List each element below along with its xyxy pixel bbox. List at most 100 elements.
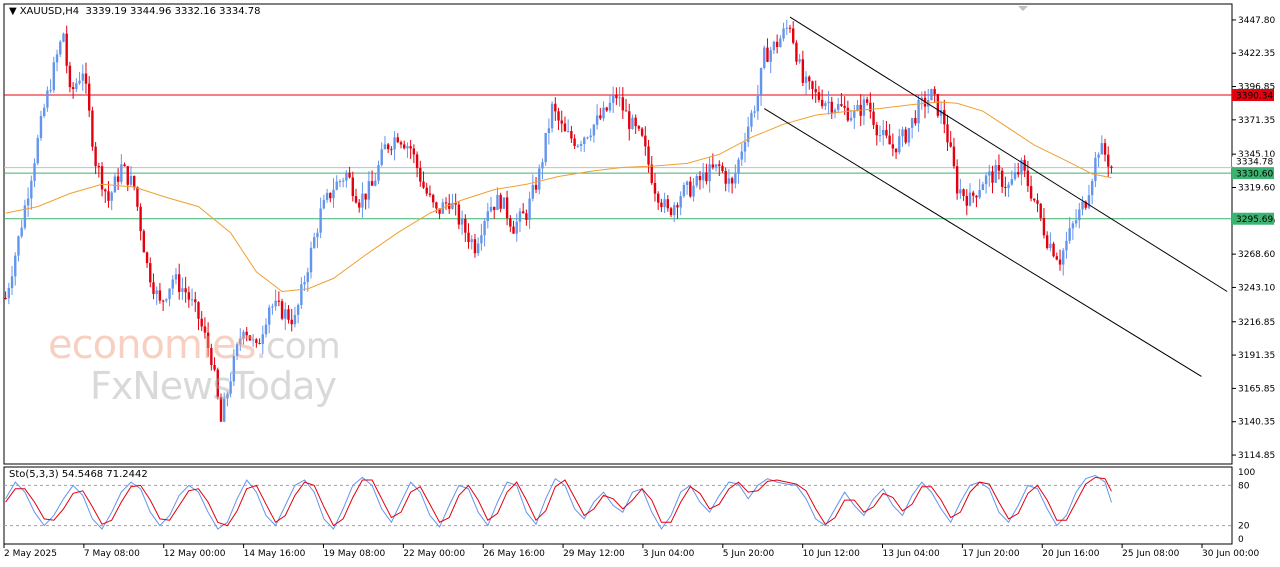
- candle-body: [438, 208, 441, 214]
- candle-body: [268, 307, 271, 325]
- stoch-level-label: 20: [1238, 522, 1250, 532]
- channel-upper-line[interactable]: [789, 16, 1228, 292]
- candle-body: [126, 166, 129, 185]
- candle-body: [772, 41, 776, 51]
- candle-body: [579, 144, 583, 146]
- candle-body: [833, 109, 837, 113]
- candle-body: [573, 138, 576, 147]
- candle-body: [290, 319, 293, 325]
- candle-body: [248, 335, 252, 341]
- price-tick-label: 3268.60: [1238, 250, 1275, 260]
- candle-body: [216, 369, 219, 398]
- candle-body: [910, 118, 914, 128]
- candle-body: [1045, 235, 1049, 249]
- candle-body: [496, 194, 499, 210]
- triangle-down-icon[interactable]: ▼: [9, 6, 17, 17]
- candle-body: [592, 124, 596, 136]
- candle-body: [1094, 157, 1097, 182]
- candle-body: [808, 76, 811, 82]
- candle-body: [1039, 203, 1042, 218]
- candle-body: [457, 204, 461, 225]
- candle-body: [203, 326, 207, 333]
- candle-body: [746, 126, 750, 143]
- candle-body: [499, 194, 502, 209]
- candle-body: [730, 178, 734, 184]
- time-tick-label: 26 May 16:00: [483, 549, 545, 559]
- price-tick-label: 3243.10: [1238, 283, 1275, 293]
- candle-body: [621, 97, 625, 111]
- price-tick-label: 3371.35: [1238, 116, 1275, 126]
- candle-body: [763, 47, 766, 68]
- candle-body: [862, 99, 866, 116]
- candle-body: [570, 131, 573, 139]
- candle-body: [1007, 184, 1010, 189]
- candle-body: [149, 263, 152, 283]
- candle-body: [425, 187, 428, 194]
- stoch-level-label: 100: [1238, 468, 1255, 478]
- candle-body: [1020, 159, 1023, 175]
- candle-body: [383, 144, 387, 150]
- candle-body: [325, 192, 329, 200]
- candle-body: [830, 101, 833, 113]
- candle-body: [984, 175, 988, 185]
- candle-body: [26, 198, 30, 206]
- candle-body: [972, 192, 975, 196]
- candle-body: [788, 27, 792, 29]
- candle-body: [223, 398, 226, 422]
- stochastic-label: Sto(5,3,3) 54.5468 71.2442: [9, 469, 148, 480]
- candle-body: [190, 299, 194, 301]
- candle-body: [1055, 256, 1059, 260]
- channel-lower-line[interactable]: [764, 108, 1202, 377]
- candle-body: [338, 181, 342, 183]
- candle-body: [721, 165, 724, 171]
- candle-body: [284, 309, 287, 319]
- candle-body: [177, 274, 181, 292]
- candle-body: [566, 131, 570, 133]
- candle-body: [213, 365, 216, 370]
- candle-body: [753, 111, 756, 113]
- candle-body: [689, 181, 692, 197]
- candle-body: [943, 110, 946, 125]
- candle-body: [888, 135, 891, 145]
- candle-body: [300, 284, 303, 305]
- stoch-level-label: 80: [1238, 481, 1250, 491]
- candle-body: [75, 83, 78, 90]
- candle-body: [673, 205, 676, 216]
- candle-body: [116, 176, 120, 182]
- candle-body: [554, 103, 557, 112]
- candle-body: [480, 235, 483, 244]
- candle-body: [538, 168, 541, 190]
- candle-body: [419, 167, 422, 182]
- candle-body: [718, 164, 721, 166]
- candle-body: [399, 142, 403, 145]
- candle-body: [483, 220, 486, 236]
- candle-body: [589, 135, 592, 138]
- candle-body: [547, 128, 551, 133]
- chart-shift-icon[interactable]: [1018, 6, 1028, 11]
- candle-body: [200, 318, 203, 327]
- candle-body: [576, 145, 580, 147]
- candle-body: [229, 381, 232, 394]
- candle-body: [634, 117, 637, 127]
- candle-body: [287, 309, 290, 320]
- candle-body: [988, 171, 991, 176]
- candle-body: [534, 184, 538, 190]
- candle-body: [415, 154, 419, 168]
- candle-body: [87, 83, 91, 111]
- candle-body: [174, 274, 178, 280]
- level-tag-label: 3330.60: [1236, 170, 1273, 180]
- level-tag-1: [1232, 167, 1274, 180]
- candle-body: [332, 189, 335, 199]
- candle-body: [36, 138, 39, 164]
- candle-body: [737, 159, 740, 174]
- candle-body: [502, 197, 506, 209]
- candle-body: [714, 164, 718, 168]
- candle-body: [882, 129, 885, 136]
- candle-body: [4, 298, 7, 300]
- candle-body: [406, 146, 409, 149]
- candle-body: [370, 181, 374, 186]
- candle-body: [65, 33, 68, 66]
- candle-body: [663, 199, 666, 207]
